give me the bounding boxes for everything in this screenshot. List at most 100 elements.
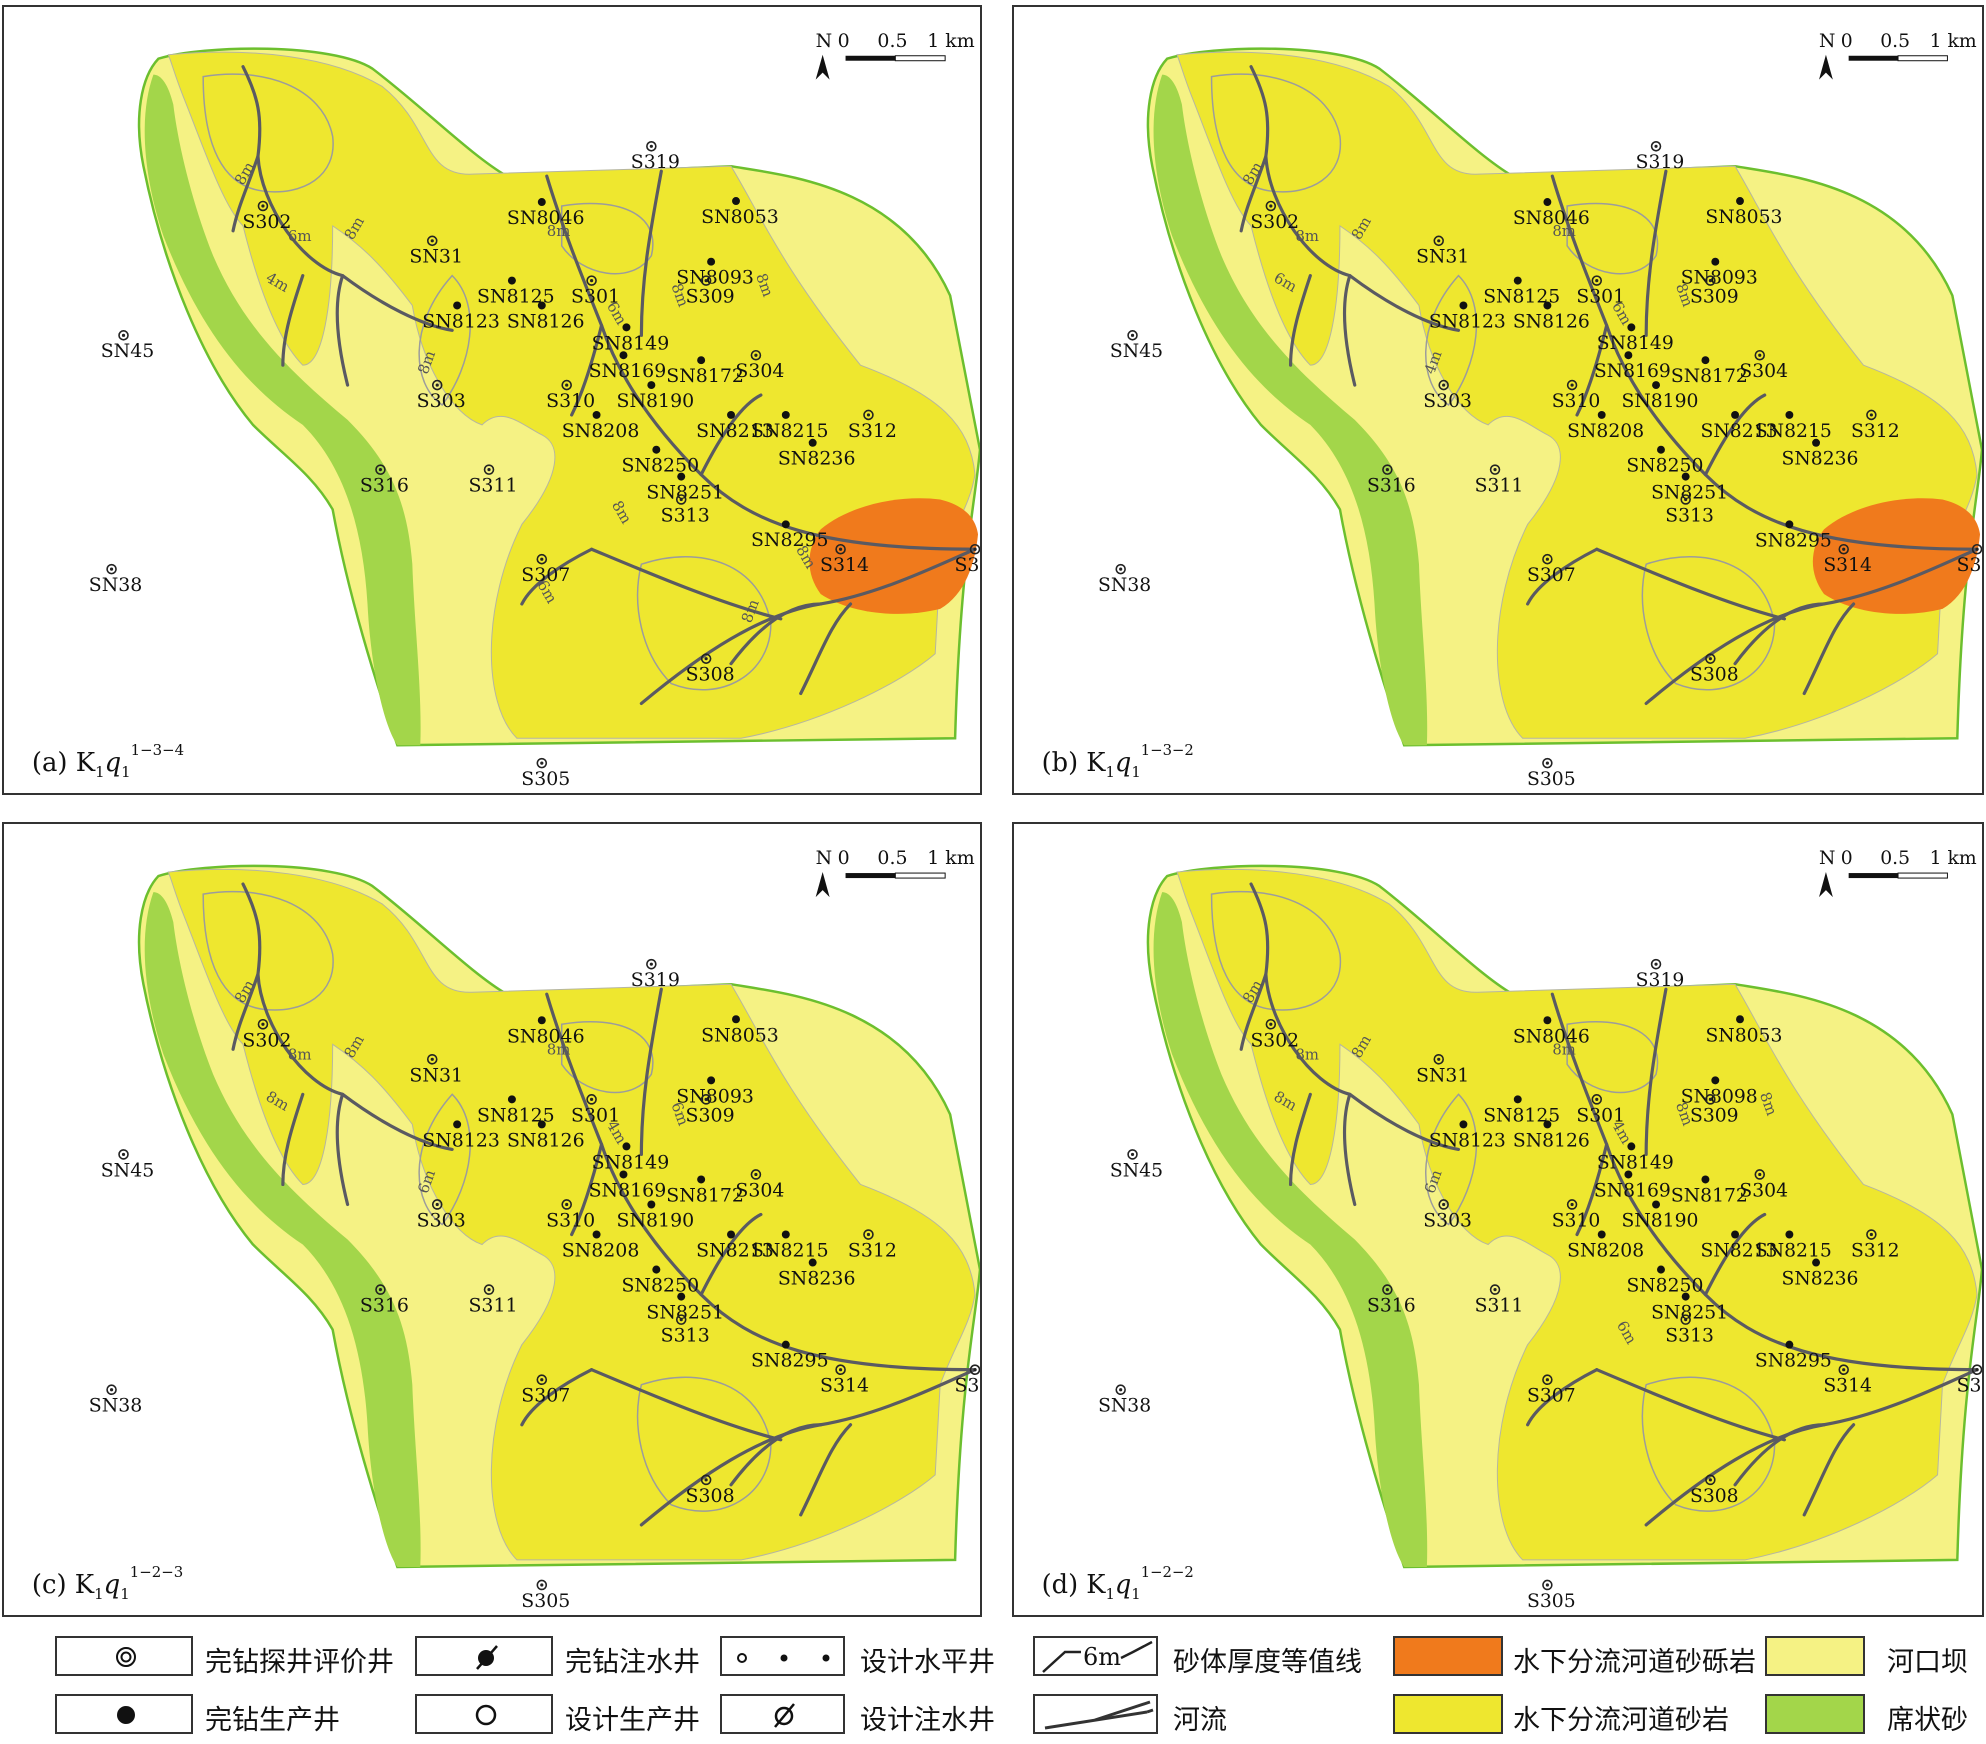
well-label: S313 <box>1665 505 1714 526</box>
well-marker: SN31 <box>1416 1053 1469 1086</box>
well-marker: SN8125 <box>1483 1095 1560 1126</box>
well-marker: SN31 <box>1416 235 1469 268</box>
well-label: SN31 <box>409 246 463 268</box>
well-marker: SN8215 <box>751 410 829 442</box>
distributary-channel-sand-area <box>167 868 976 1561</box>
panel-caption: (a) K1q11−3−4 <box>32 741 184 781</box>
well-label: S302 <box>242 211 291 233</box>
svg-text:0.5: 0.5 <box>1880 31 1910 52</box>
svg-text:N: N <box>1819 31 1835 52</box>
well-label: S301 <box>1576 1104 1625 1126</box>
well-marker: SN8053 <box>1705 1015 1782 1046</box>
well-label: S313 <box>1665 1325 1714 1347</box>
well-marker: SN8126 <box>507 301 585 332</box>
well-marker: SN8236 <box>1782 1258 1858 1290</box>
map-legend: 完钻探井评价井 完钻注水井 设计水平井 6m 砂体厚度等值线 水下分流河道砂砾岩… <box>55 1636 1968 1740</box>
legend-label: 水下分流河道砂岩 <box>1513 1705 1729 1736</box>
well-marker: S319 <box>631 958 680 991</box>
well-marker: SN8208 <box>1567 410 1644 442</box>
well-label: S316 <box>360 475 409 497</box>
well-label: SN8250 <box>621 455 699 477</box>
well-label: S316 <box>360 1295 409 1317</box>
well-label: SN8149 <box>1597 333 1674 354</box>
well-marker: SN8053 <box>701 197 779 228</box>
well-label: S312 <box>848 1240 897 1262</box>
well-marker: SN8169 <box>1594 351 1671 382</box>
well-label: S307 <box>521 1385 570 1407</box>
horizontal-well-icon <box>737 1653 830 1663</box>
well-label: SN38 <box>89 574 143 596</box>
well-marker: S312 <box>848 409 897 442</box>
svg-text:0.5: 0.5 <box>1880 847 1910 869</box>
isopach-contour <box>560 1020 654 1094</box>
well-marker: SN8295 <box>1755 1340 1832 1372</box>
river-line <box>1550 992 1979 1372</box>
well-marker: S303 <box>1423 1199 1472 1232</box>
well-marker: S310 <box>1552 1199 1600 1232</box>
river-line <box>241 882 454 1152</box>
contour-label: 8m <box>547 1040 571 1058</box>
well-marker: SN31 <box>409 235 463 268</box>
well-label: SN8208 <box>562 420 640 442</box>
legend-label: 席状砂 <box>1887 1705 1968 1736</box>
well-marker: SN8190 <box>1622 1200 1698 1232</box>
well-label: S305 <box>521 768 570 790</box>
scale-bar: N 0 0.5 1 km <box>815 847 975 898</box>
well-marker: SN8190 <box>616 1200 694 1232</box>
well-label: S301 <box>571 1104 620 1126</box>
well-label: SN8123 <box>422 1129 500 1151</box>
well-label: SN8046 <box>507 1025 585 1047</box>
well-label: SN8172 <box>1671 1184 1748 1206</box>
well-marker: S307 <box>521 553 570 586</box>
well-label: SN8208 <box>1567 1239 1644 1261</box>
distributary-channel-sand-area <box>1176 868 1978 1561</box>
well-marker: S306 <box>954 1364 980 1397</box>
isopach-contour <box>1641 556 1776 691</box>
isopach-contour <box>560 202 654 275</box>
well-label: SN8126 <box>507 1129 585 1151</box>
well-label: SN8093 <box>676 1085 754 1107</box>
well-marker: SN8046 <box>507 1016 585 1047</box>
well-marker: S304 <box>1739 1169 1788 1202</box>
well-label: SN8149 <box>592 332 670 354</box>
river-line <box>520 1368 594 1427</box>
well-marker: SN8126 <box>1513 301 1590 332</box>
well-label: S316 <box>1367 1295 1416 1317</box>
legend-label: 完钻注水井 <box>565 1647 700 1678</box>
well-label: SN8149 <box>1597 1151 1674 1173</box>
river-line <box>1733 1423 1826 1487</box>
well-marker: S309 <box>686 275 735 308</box>
well-marker: SN8251 <box>1651 472 1728 504</box>
well-marker: SN8172 <box>1671 1175 1748 1207</box>
well-label: S304 <box>735 360 784 382</box>
river-line <box>1802 602 1856 696</box>
well-label: SN8125 <box>1483 1104 1560 1126</box>
river-line <box>1644 169 1668 337</box>
well-marker: SN8213 <box>696 410 774 442</box>
well-label: S309 <box>686 286 735 308</box>
river-line <box>335 1092 350 1207</box>
river-line <box>1575 1142 1609 1237</box>
well-marker: SN8172 <box>666 1175 744 1206</box>
sheet-sand-area <box>1153 892 1428 1567</box>
well-marker: S314 <box>1823 543 1872 576</box>
well-label: SN8123 <box>1429 311 1506 332</box>
well-marker: SN8208 <box>562 1230 639 1262</box>
well-label: SN8093 <box>1681 268 1758 289</box>
well-label: SN8250 <box>621 1275 699 1297</box>
river-line <box>1249 882 1461 1152</box>
legend-label: 砂体厚度等值线 <box>1173 1647 1362 1678</box>
isopach-contour <box>202 73 334 193</box>
well-label: S308 <box>686 664 735 686</box>
well-label: S303 <box>417 390 466 412</box>
well-marker: SN8172 <box>666 356 744 387</box>
well-label: S316 <box>1367 475 1416 496</box>
river-line <box>639 987 663 1157</box>
well-label: SN8213 <box>1701 421 1778 442</box>
well-label: SN8295 <box>751 1350 829 1372</box>
well-marker: SN8053 <box>701 1015 779 1046</box>
well-marker: S308 <box>686 653 735 686</box>
well-marker: S305 <box>521 757 570 790</box>
river-line <box>1703 393 1767 477</box>
well-marker: SN8123 <box>1429 301 1506 332</box>
